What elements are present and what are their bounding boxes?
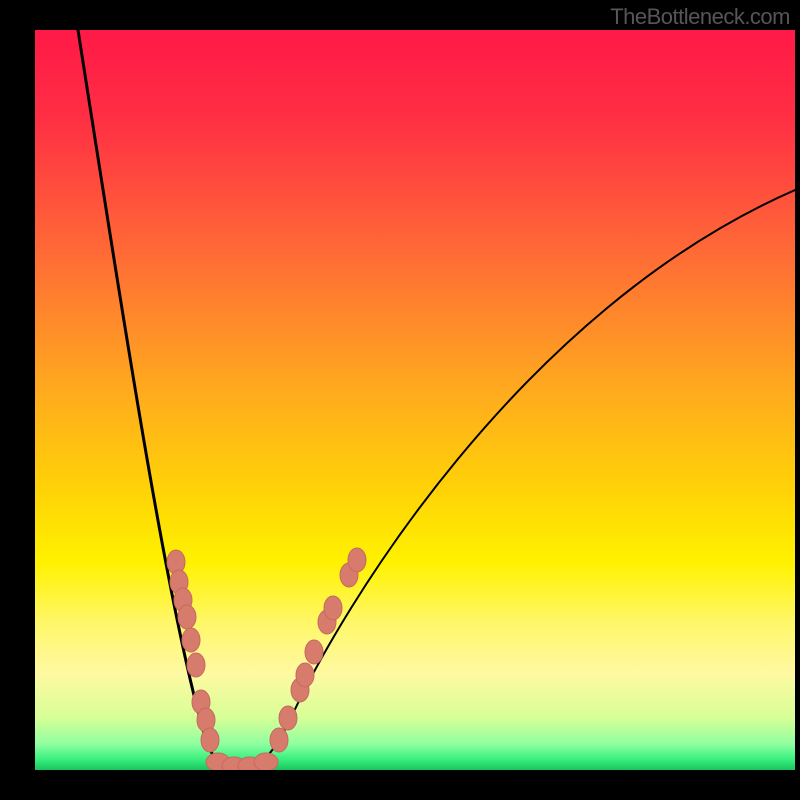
marker-left [187,653,205,677]
marker-right [279,706,297,730]
gradient-background [35,30,795,770]
plot-svg [0,0,800,800]
watermark-text: TheBottleneck.com [610,4,790,30]
marker-right [305,640,323,664]
marker-left [178,605,196,629]
marker-left [201,728,219,752]
marker-right [296,663,314,687]
marker-right [348,548,366,572]
plot-container [0,0,800,800]
marker-bottom [254,753,278,771]
marker-right [270,728,288,752]
marker-left [182,628,200,652]
marker-right [324,596,342,620]
